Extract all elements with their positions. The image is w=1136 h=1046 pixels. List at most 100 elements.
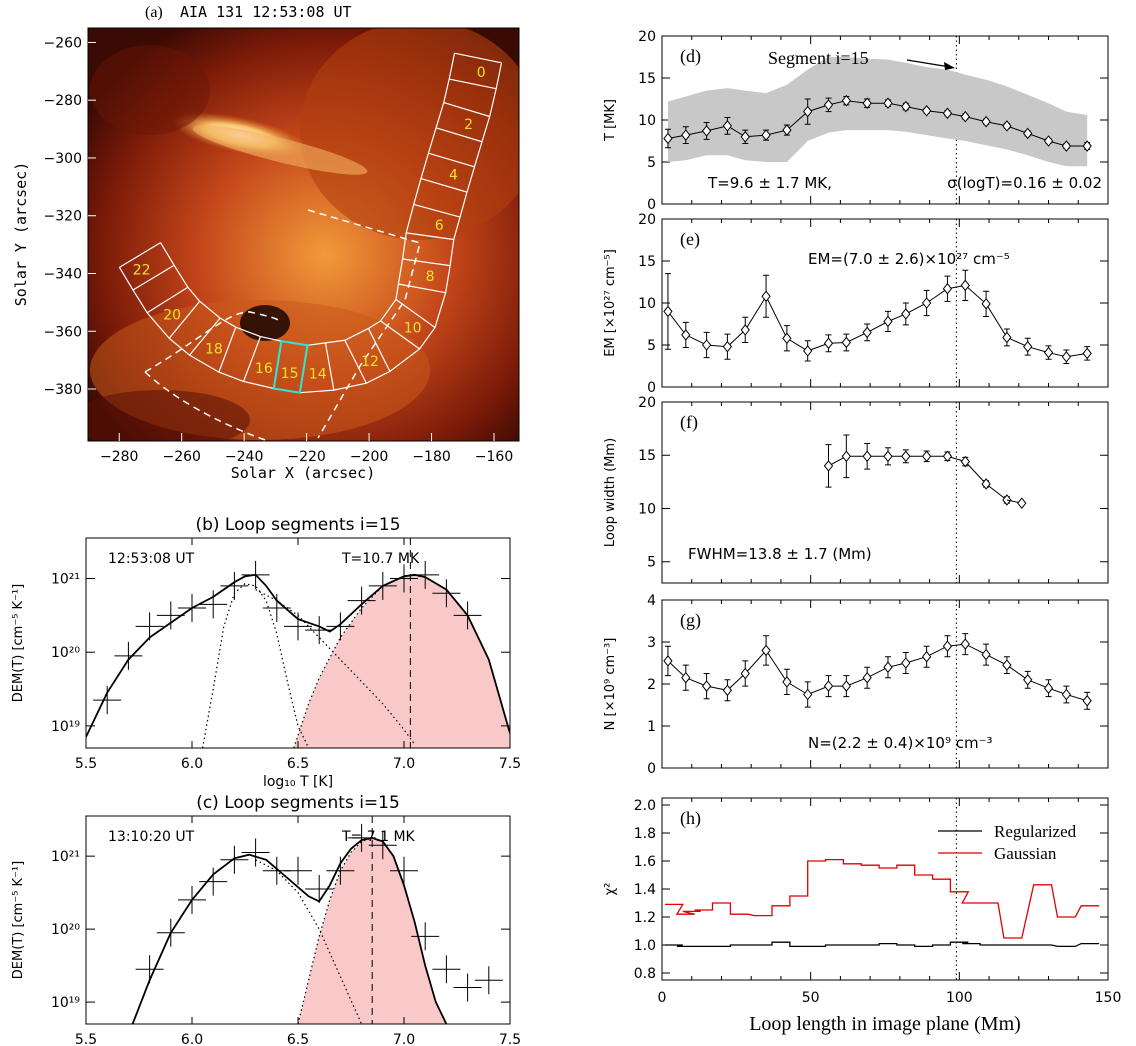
dashed-boundary	[144, 371, 266, 441]
data-point	[722, 340, 733, 353]
dem-error-point	[305, 616, 334, 645]
data-point	[823, 680, 834, 692]
y-tick-label: 0	[647, 197, 656, 213]
segment-divider	[443, 101, 490, 118]
segment-label-16: 16	[255, 361, 273, 377]
y-tick-label: 20	[638, 29, 656, 45]
ph-letter: (h)	[680, 808, 701, 829]
dem-error-point	[220, 845, 249, 874]
dem-error-point	[411, 560, 440, 589]
data-point	[803, 688, 813, 701]
segment-divider	[449, 78, 497, 90]
segment-divider	[119, 242, 161, 268]
dem-error-point	[305, 874, 334, 903]
dem-error-point	[178, 594, 206, 622]
data-point	[960, 455, 970, 468]
dem-error-point	[347, 586, 376, 615]
pe-ylabel: EM [×10²⁷ cm⁻⁵]	[603, 249, 618, 357]
pg-panel: 4 3 2 1 0 (g) N [×10⁹ cm⁻³] N=(2.2 ± 0.4)×10⁹ c…	[603, 593, 1109, 777]
data-point	[960, 279, 970, 292]
data-point	[1002, 331, 1012, 344]
pc-plot-area	[131, 816, 503, 1024]
segment-label-2: 2	[464, 117, 473, 133]
dem-component-1	[202, 583, 310, 748]
segment-15-highlight	[272, 339, 309, 394]
data-point	[1061, 140, 1072, 152]
pd-ylabel: T [MK]	[603, 99, 618, 142]
density-line	[667, 643, 1088, 702]
segment-divider	[454, 52, 502, 64]
panel-a-title: AIA 131 12:53:08 UT	[180, 3, 352, 21]
density-stat: N=(2.2 ± 0.4)×10⁹ cm⁻³	[808, 734, 993, 752]
panel-a-letter: (a)	[145, 4, 163, 21]
segment-label-0: 0	[477, 65, 486, 81]
segment-label-4: 4	[449, 167, 458, 183]
x-tick-label: 150	[1095, 990, 1122, 1006]
x-tick-label: 0	[658, 990, 667, 1006]
x-tick-label: −180	[412, 449, 450, 465]
pb-title: (b) Loop segments i=15	[195, 515, 400, 535]
dem-error-point	[241, 838, 270, 867]
data-point	[1002, 659, 1012, 671]
dem-error-point	[453, 973, 482, 1002]
y-tick-label: 0	[647, 380, 656, 396]
y-tick-label: −380	[44, 382, 82, 398]
data-point	[823, 99, 834, 111]
segment-divider	[380, 320, 420, 350]
dem-error-point	[432, 955, 461, 984]
loop-width-stat: FWHM=13.8 ± 1.7 (Mm)	[688, 545, 872, 563]
data-point	[1082, 140, 1092, 152]
y-tick-label: 1.8	[634, 826, 656, 842]
dem-error-point	[411, 922, 440, 951]
y-tick-label: 1.0	[634, 938, 656, 954]
pb-ylabel: DEM(T) [cm⁻⁵ K⁻¹]	[11, 584, 26, 702]
dem-error-point	[474, 966, 503, 995]
y-tick-label: −340	[44, 266, 82, 282]
y-tick-label: 10²⁰	[51, 645, 80, 661]
dem-error-point	[390, 856, 418, 885]
data-point	[901, 450, 911, 463]
dem-error-point	[284, 856, 312, 885]
segment-divider	[420, 177, 468, 193]
data-point	[981, 648, 991, 661]
x-tick-label: 7.0	[393, 1032, 415, 1046]
segment-label-12: 12	[361, 354, 379, 370]
pe-letter: (e)	[680, 229, 700, 250]
hot-component-fill	[293, 574, 510, 748]
data-point	[883, 315, 893, 328]
y-tick-label: 1.6	[634, 854, 656, 870]
data-point	[1043, 135, 1054, 147]
dark-core	[240, 305, 290, 341]
pf-ylabel: Loop width (Mm)	[603, 438, 618, 547]
data-point	[663, 132, 673, 145]
data-point	[761, 644, 771, 657]
pf-letter: (f)	[680, 412, 698, 433]
bright-filament	[192, 125, 368, 175]
loop-edge	[118, 62, 503, 394]
segment-divider	[132, 264, 175, 291]
y-tick-label: 0	[647, 761, 656, 777]
glow-region	[300, 28, 519, 240]
pc-title: (c) Loop segments i=15	[196, 793, 400, 813]
data-point	[921, 450, 932, 463]
data-point	[981, 298, 991, 310]
pc-temp: T= 7.1 MK	[341, 829, 416, 845]
x-tick-label: 7.0	[393, 756, 415, 772]
dem-error-point	[453, 601, 482, 630]
y-tick-label: −320	[44, 209, 82, 225]
y-tick-label: 10²¹	[51, 572, 80, 588]
y-tick-label: 20	[638, 395, 656, 411]
data-point	[701, 125, 712, 137]
y-tick-label: 1.2	[634, 910, 656, 926]
segment-divider	[435, 127, 483, 143]
data-point	[921, 297, 932, 309]
y-tick-label: 1.4	[634, 882, 656, 898]
legend-regularized: Regularized	[994, 822, 1077, 841]
segment-divider	[218, 326, 237, 373]
y-tick-label: 15	[638, 448, 656, 464]
data-point	[942, 107, 953, 120]
data-point	[1061, 350, 1072, 363]
dem-error-point	[114, 641, 143, 670]
data-point	[921, 104, 932, 117]
y-tick-label: 15	[638, 71, 656, 87]
